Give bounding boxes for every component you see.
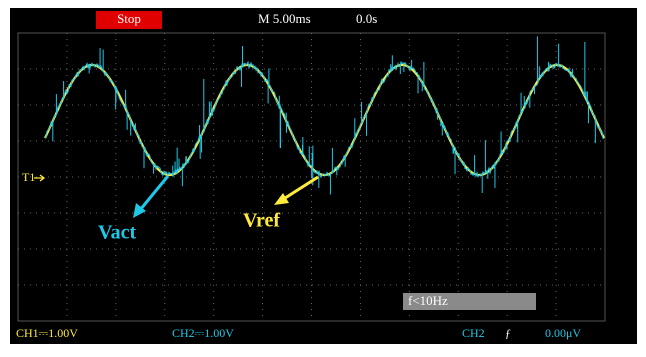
- measurement: f<10Hz: [408, 293, 448, 308]
- trigger-position: 0.0s: [356, 11, 377, 26]
- trigger-slope: ƒ: [505, 326, 511, 340]
- timebase: M 5.00ms: [258, 11, 311, 26]
- ch1-scale: CH1⎓1.00V: [16, 326, 78, 340]
- oscilloscope-screen: Stop M 5.00ms 0.0s T1 Vact Vref f<10Hz C…: [0, 0, 646, 352]
- ch2-scale: CH2⎓1.00V: [172, 326, 234, 340]
- trace-marker: T1: [22, 170, 35, 184]
- vref-label: Vref: [243, 210, 280, 232]
- trigger-source: CH2: [462, 326, 485, 340]
- trigger-level: 0.00μV: [545, 326, 581, 340]
- run-state: Stop: [117, 11, 141, 26]
- vact-label: Vact: [98, 222, 136, 244]
